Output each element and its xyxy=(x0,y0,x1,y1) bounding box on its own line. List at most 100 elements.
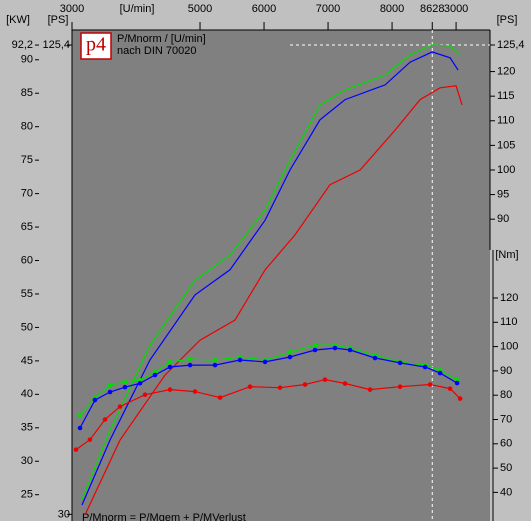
y2-tick-label: 80 xyxy=(500,389,512,401)
legend-title: P/Mnorm / [U/min] xyxy=(117,33,206,45)
kw-tick-label: 90 xyxy=(21,54,33,66)
series-line xyxy=(79,347,458,429)
series-marker xyxy=(137,377,143,383)
series-marker xyxy=(457,396,463,401)
kw-tick-label: 85 xyxy=(21,87,33,99)
kw-tick-label: 25 xyxy=(21,489,33,501)
x-tick-label: 8000 xyxy=(380,3,404,15)
series-line xyxy=(75,378,461,451)
series-marker xyxy=(397,360,403,366)
series-marker xyxy=(287,349,293,355)
x-axis-label: [U/min] xyxy=(120,3,155,15)
series-line xyxy=(81,51,459,506)
y-tick-label-right: 90 xyxy=(497,213,509,225)
y2-tick-label: 110 xyxy=(500,316,518,328)
series-marker xyxy=(287,354,293,360)
series-marker xyxy=(437,370,443,376)
series-marker xyxy=(212,362,218,368)
y-tick-label-right: 125,4 xyxy=(497,39,525,51)
series-marker xyxy=(347,347,353,353)
logo-box xyxy=(80,32,112,60)
series-marker xyxy=(167,359,173,365)
series-marker xyxy=(277,385,283,390)
kw-tick-label: 65 xyxy=(21,221,33,233)
kw-tick-label: 92,2 xyxy=(12,39,33,51)
series-marker xyxy=(187,356,193,362)
series-marker xyxy=(447,386,453,391)
x-tick-label: 6000 xyxy=(252,3,276,15)
kw-tick-label: 60 xyxy=(21,254,33,266)
series-marker xyxy=(454,380,460,386)
series-marker xyxy=(247,384,253,389)
plot-area xyxy=(72,30,490,521)
kw-tick-label: 75 xyxy=(21,154,33,166)
series-marker xyxy=(212,357,218,363)
series-marker xyxy=(142,392,148,398)
series-marker xyxy=(73,447,79,452)
logo: p4 xyxy=(86,34,106,56)
series-marker xyxy=(167,364,173,370)
y2-tick-label: 60 xyxy=(500,438,512,450)
series-marker xyxy=(322,377,328,382)
series-marker xyxy=(167,387,173,392)
y2-tick-label: 90 xyxy=(500,365,512,377)
y2-axis-label: [Nm] xyxy=(495,249,518,261)
y2-tick-label: 40 xyxy=(500,486,512,498)
series-marker xyxy=(367,387,373,392)
kw-tick-label: 40 xyxy=(21,388,33,400)
y-tick-label-right: 100 xyxy=(497,164,515,176)
series-marker xyxy=(187,362,193,368)
series-line xyxy=(81,44,461,500)
legend-subtitle: nach DIN 70020 xyxy=(117,45,197,57)
series-marker xyxy=(102,417,108,422)
series-marker xyxy=(312,342,318,348)
series-marker xyxy=(107,382,113,388)
series-marker xyxy=(92,397,98,403)
series-marker xyxy=(87,437,93,442)
y-tick-label-right: 105 xyxy=(497,139,515,151)
series-marker xyxy=(397,384,403,389)
series-marker xyxy=(427,382,433,387)
series-marker xyxy=(372,355,378,361)
y-tick-label-left: 125,4 xyxy=(42,39,70,51)
kw-tick-label: 80 xyxy=(21,121,33,133)
kw-tick-label: 50 xyxy=(21,321,33,333)
y-axis-label-right: [PS] xyxy=(497,14,518,26)
series-marker xyxy=(107,389,113,395)
y-tick-label-right: 95 xyxy=(497,188,509,200)
series-marker xyxy=(137,380,143,386)
series-line xyxy=(79,344,458,416)
series-marker xyxy=(77,412,83,418)
x-tick-label: 7000 xyxy=(316,3,340,15)
series-marker xyxy=(152,372,158,378)
series-marker xyxy=(312,347,318,353)
series-marker xyxy=(122,379,128,385)
series-marker xyxy=(422,364,428,370)
y2-tick-label: 120 xyxy=(500,292,518,304)
series-marker xyxy=(332,345,338,351)
series-marker xyxy=(302,382,308,387)
y-tick-label-right: 120 xyxy=(497,65,515,77)
series-marker xyxy=(117,404,123,409)
series-marker xyxy=(217,395,223,400)
x-tick-label: 8628 xyxy=(420,3,444,15)
y-axis-label: [PS] xyxy=(48,14,69,26)
kw-tick-label: 30 xyxy=(21,455,33,467)
series-marker xyxy=(122,384,128,390)
series-marker xyxy=(77,425,83,431)
y-tick-label-right: 115 xyxy=(497,90,515,102)
kw-tick-label: 35 xyxy=(21,422,33,434)
footnote: P/Mnorm = P/Mgem + P/MVerlust xyxy=(82,512,246,521)
series-marker xyxy=(237,357,243,363)
y2-tick-label: 100 xyxy=(500,341,518,353)
torque-axis-panel xyxy=(493,250,531,521)
y-tick-label-left: 30 xyxy=(58,508,70,520)
y-tick-label-right: 110 xyxy=(497,115,515,127)
kw-axis-label: [KW] xyxy=(6,14,30,26)
x-tick-label: 3000 xyxy=(60,3,84,15)
kw-tick-label: 45 xyxy=(21,355,33,367)
x-tick-label: 5000 xyxy=(188,3,212,15)
y2-tick-label: 50 xyxy=(500,462,512,474)
series-marker xyxy=(192,389,198,394)
